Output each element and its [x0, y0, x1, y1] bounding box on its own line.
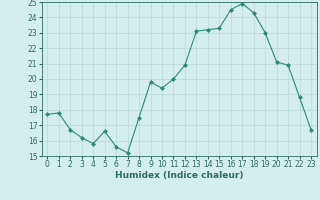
X-axis label: Humidex (Indice chaleur): Humidex (Indice chaleur)	[115, 171, 244, 180]
